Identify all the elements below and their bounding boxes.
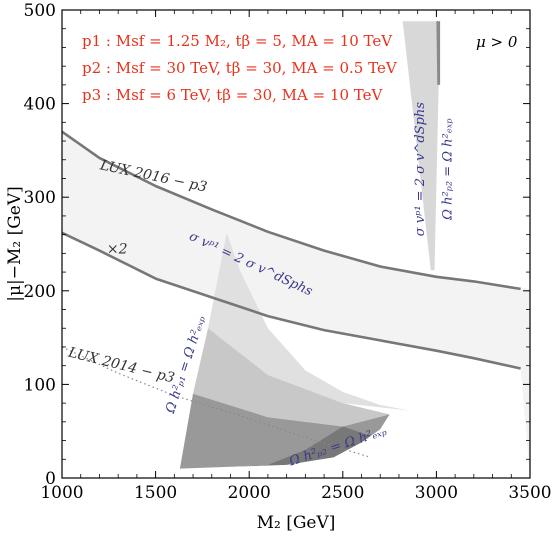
y-tick-label: 100 <box>24 375 56 395</box>
x-tick-label: 1000 <box>40 483 83 503</box>
p2-dark-strip <box>436 21 441 85</box>
y-tick-label: 0 <box>45 469 56 489</box>
x-tick-label: 3000 <box>415 483 458 503</box>
x-axis-title: M₂ [GeV] <box>257 513 336 533</box>
x-tick-label: 3500 <box>508 483 551 503</box>
region-label-4: σ vᵖ¹ = 2 σ v^dSphs <box>413 102 428 236</box>
plot-frame <box>61 9 531 479</box>
x-axis-ticks: 1000 1500 2000 2500 3000 3500 <box>40 10 552 503</box>
y-tick-label: 200 <box>24 282 56 302</box>
y-tick-label: 400 <box>24 95 56 115</box>
curves <box>62 130 521 458</box>
x-tick-label: 1500 <box>134 483 177 503</box>
x-tick-label: 2000 <box>228 483 271 503</box>
region-label-5: Ω h²ₚ₂ = Ω h²ₑₓₚ <box>440 118 455 220</box>
y-tick-label: 300 <box>24 188 56 208</box>
x-tick-label: 2500 <box>321 483 364 503</box>
curve-2 <box>62 231 521 370</box>
legend-line-p1: p1 : Msf = 1.25 M₂, tβ = 5, MA = 10 TeV <box>82 32 393 50</box>
legend-line-p3: p3 : Msf = 6 TeV, tβ = 30, MA = 10 TeV <box>82 86 384 104</box>
y-axis-ticks: 0 100 200 300 400 500 <box>24 1 530 489</box>
p1-light-region <box>208 232 411 411</box>
legend: p1 : Msf = 1.25 M₂, tβ = 5, MA = 10 TeV … <box>82 32 398 104</box>
mu-condition-label: μ > 0 <box>476 33 518 51</box>
regions <box>62 21 530 478</box>
legend-line-p2: p2 : Msf = 30 TeV, tβ = 30, MA = 0.5 TeV <box>82 59 398 77</box>
y-tick-label: 500 <box>24 1 56 21</box>
band-region <box>62 131 530 478</box>
p2-light-strip <box>402 21 441 271</box>
curve-lux-2014-p3 <box>62 346 372 458</box>
curve-lux-2016-p3 <box>62 130 521 291</box>
curve-label-2: ×2 <box>107 241 128 257</box>
p1-darker-region <box>179 426 371 469</box>
p1-mid-region <box>193 328 390 427</box>
y-axis-title: |μ|−M₂ [GeV] <box>5 186 25 302</box>
